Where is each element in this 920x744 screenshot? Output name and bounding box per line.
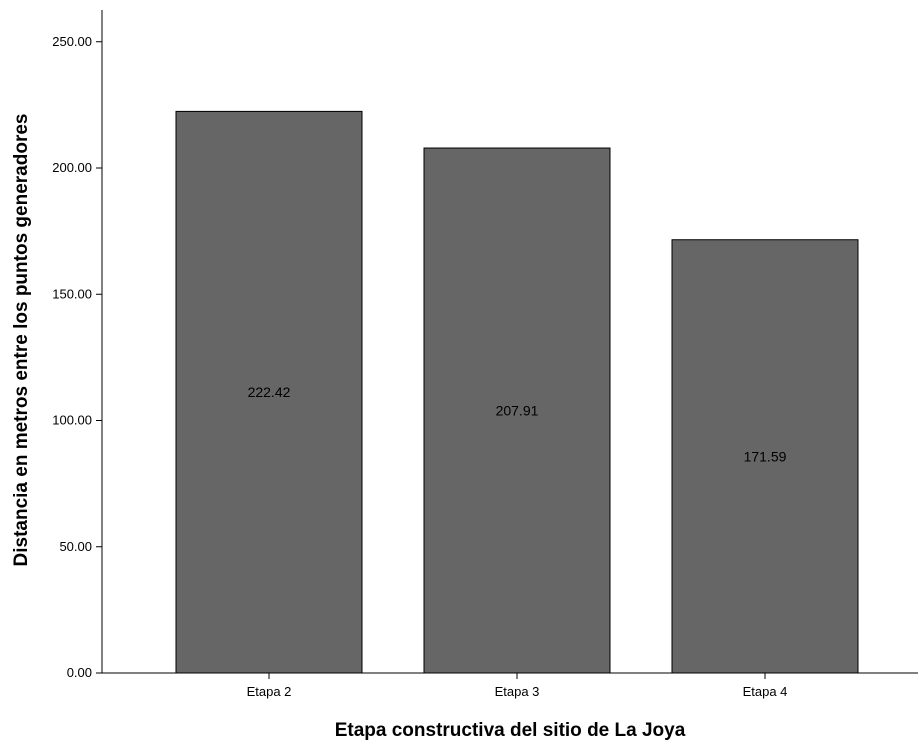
x-tick-label: Etapa 4 [743, 684, 788, 699]
y-tick-label: 200.00 [52, 160, 92, 175]
x-tick-label: Etapa 2 [247, 684, 292, 699]
y-axis-title: Distancia en metros entre los puntos gen… [11, 114, 32, 567]
y-tick-label: 150.00 [52, 286, 92, 301]
x-tick-label: Etapa 3 [495, 684, 540, 699]
bars-group: 222.42 207.91 171.59 [175, 110, 859, 674]
x-axis-title: Etapa constructiva del sitio de La Joya [335, 720, 686, 741]
bar [671, 239, 859, 674]
x-axis: Etapa 2 Etapa 3 Etapa 4 [102, 672, 918, 699]
y-tick-label: 50.00 [59, 539, 92, 554]
y-tick-label: 100.00 [52, 413, 92, 428]
bar [423, 147, 611, 674]
y-tick-label: 0.00 [67, 665, 92, 680]
y-axis: 0.00 50.00 100.00 150.00 200.00 250.00 [52, 10, 103, 680]
bar-value-label: 171.59 [744, 448, 787, 464]
bar-value-label: 207.91 [496, 403, 539, 419]
bar-value-label: 222.42 [248, 384, 291, 400]
bar [175, 110, 363, 674]
y-tick-label: 250.00 [52, 34, 92, 49]
